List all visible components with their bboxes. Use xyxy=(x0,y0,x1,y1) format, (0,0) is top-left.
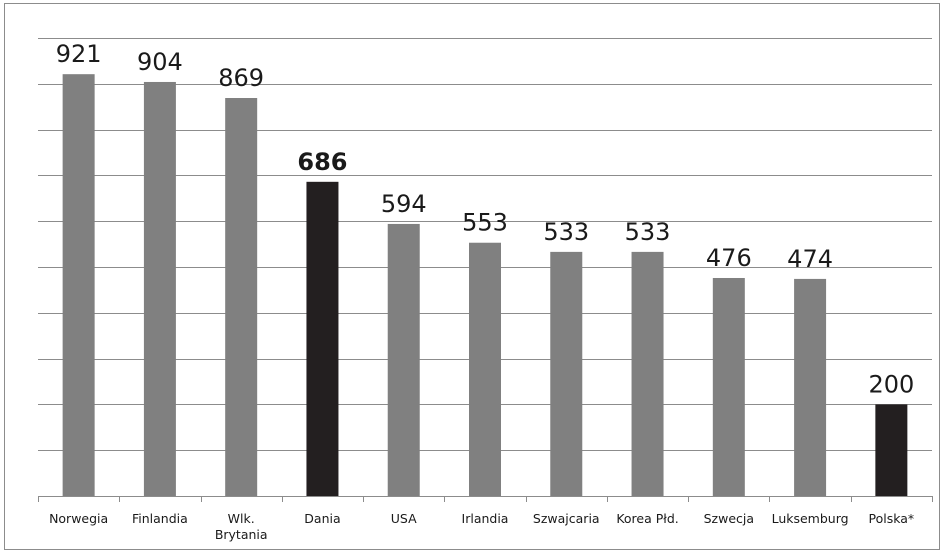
value-label: 533 xyxy=(625,218,671,246)
category-label: Korea Płd. xyxy=(616,511,678,526)
bar-korea-p-d- xyxy=(631,251,664,496)
bar-szwajcaria xyxy=(550,251,583,496)
category-label: Brytania xyxy=(215,527,268,542)
bars xyxy=(62,74,908,497)
category-label: Dania xyxy=(304,511,340,526)
value-label: 533 xyxy=(543,218,589,246)
category-labels: Norwegia Finlandia Wlk.Brytania Dania USA Irl… xyxy=(49,511,914,542)
bar-luksemburg xyxy=(794,278,827,496)
category-label: Wlk. xyxy=(228,511,255,526)
category-label: Szwecja xyxy=(704,511,754,526)
bar-usa xyxy=(387,223,420,496)
category-label: Finlandia xyxy=(132,511,188,526)
bar-szwecja xyxy=(712,277,745,496)
category-label: Szwajcaria xyxy=(533,511,600,526)
bar-irlandia xyxy=(469,242,501,496)
value-label: 476 xyxy=(706,244,752,272)
value-label: 904 xyxy=(137,48,183,76)
value-label: 594 xyxy=(381,190,427,218)
bar-dania xyxy=(306,181,339,496)
category-label: Polska* xyxy=(869,511,915,526)
x-axis xyxy=(38,496,933,502)
category-label: Norwegia xyxy=(49,511,108,526)
bar-finlandia xyxy=(143,81,176,496)
value-label: 553 xyxy=(462,209,508,237)
value-label: 869 xyxy=(218,64,264,92)
value-label: 200 xyxy=(868,370,914,398)
category-label: Irlandia xyxy=(462,511,509,526)
category-label: Luksemburg xyxy=(772,511,849,526)
value-labels: 921 904 869 686 594 553 533 533 476 474 200 xyxy=(56,40,915,398)
value-label: 921 xyxy=(56,40,102,68)
bar-polska- xyxy=(875,404,908,496)
category-label: USA xyxy=(391,511,417,526)
bar-wlk-brytania xyxy=(225,97,258,497)
value-label: 474 xyxy=(787,245,833,273)
value-label: 686 xyxy=(297,148,347,176)
bar-norwegia xyxy=(62,74,95,496)
gridlines xyxy=(38,38,932,451)
